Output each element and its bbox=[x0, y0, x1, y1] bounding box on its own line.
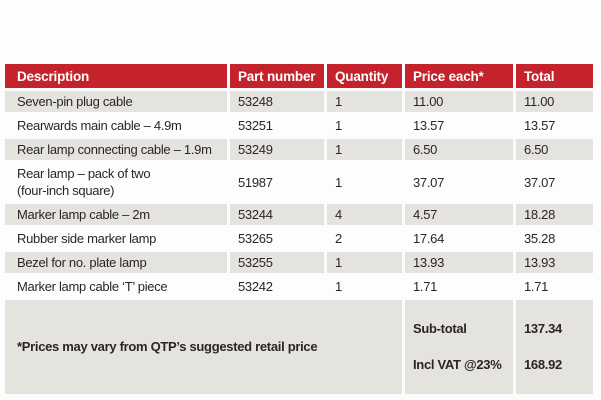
cell-description: Seven-pin plug cable bbox=[5, 91, 227, 112]
column-header-price-each: Price each* bbox=[405, 64, 513, 88]
cell-total: 35.28 bbox=[516, 228, 593, 249]
table-row: Rearwards main cable – 4.9m 53251 1 13.5… bbox=[5, 115, 593, 136]
column-header-part-number: Part number bbox=[230, 64, 324, 88]
subtotal-value: 137.34 bbox=[524, 321, 562, 336]
cell-total: 1.71 bbox=[516, 276, 593, 297]
table-row: Rear lamp connecting cable – 1.9m 53249 … bbox=[5, 139, 593, 160]
cell-part-number: 53248 bbox=[230, 91, 324, 112]
cell-price-each: 1.71 bbox=[405, 276, 513, 297]
cell-quantity: 1 bbox=[327, 163, 402, 201]
table-row: Marker lamp cable – 2m 53244 4 4.57 18.2… bbox=[5, 204, 593, 225]
cell-part-number: 53255 bbox=[230, 252, 324, 273]
cell-price-each: 37.07 bbox=[405, 163, 513, 201]
table-row: Seven-pin plug cable 53248 1 11.00 11.00 bbox=[5, 91, 593, 112]
table-row: Rubber side marker lamp 53265 2 17.64 35… bbox=[5, 228, 593, 249]
cell-price-each: 6.50 bbox=[405, 139, 513, 160]
table-footer-row: *Prices may vary from QTP’s suggested re… bbox=[5, 300, 593, 394]
price-table: Description Part number Quantity Price e… bbox=[2, 61, 596, 397]
cell-total: 13.57 bbox=[516, 115, 593, 136]
cell-quantity: 1 bbox=[327, 276, 402, 297]
cell-description: Rubber side marker lamp bbox=[5, 228, 227, 249]
cell-description: Bezel for no. plate lamp bbox=[5, 252, 227, 273]
cell-quantity: 1 bbox=[327, 252, 402, 273]
cell-description: Rearwards main cable – 4.9m bbox=[5, 115, 227, 136]
cell-quantity: 1 bbox=[327, 139, 402, 160]
cell-part-number: 53251 bbox=[230, 115, 324, 136]
totals-labels: Sub-total Incl VAT @23% bbox=[405, 300, 513, 394]
cell-total: 13.93 bbox=[516, 252, 593, 273]
cell-price-each: 13.57 bbox=[405, 115, 513, 136]
column-header-total: Total bbox=[516, 64, 593, 88]
cell-price-each: 17.64 bbox=[405, 228, 513, 249]
cell-description: Rear lamp connecting cable – 1.9m bbox=[5, 139, 227, 160]
cell-quantity: 1 bbox=[327, 91, 402, 112]
cell-price-each: 11.00 bbox=[405, 91, 513, 112]
subtotal-label: Sub-total bbox=[413, 321, 467, 336]
cell-part-number: 53249 bbox=[230, 139, 324, 160]
cell-total: 18.28 bbox=[516, 204, 593, 225]
column-header-quantity: Quantity bbox=[327, 64, 402, 88]
table-row: Marker lamp cable ‘T’ piece 53242 1 1.71… bbox=[5, 276, 593, 297]
cell-total: 6.50 bbox=[516, 139, 593, 160]
cell-quantity: 1 bbox=[327, 115, 402, 136]
totals-values: 137.34 168.92 bbox=[516, 300, 593, 394]
cell-description: Rear lamp – pack of two (four-inch squar… bbox=[5, 163, 227, 201]
cell-description: Marker lamp cable – 2m bbox=[5, 204, 227, 225]
cell-price-each: 13.93 bbox=[405, 252, 513, 273]
cell-part-number: 53244 bbox=[230, 204, 324, 225]
cell-description: Marker lamp cable ‘T’ piece bbox=[5, 276, 227, 297]
price-disclaimer: *Prices may vary from QTP’s suggested re… bbox=[5, 300, 402, 394]
cell-total: 11.00 bbox=[516, 91, 593, 112]
table-row: Bezel for no. plate lamp 53255 1 13.93 1… bbox=[5, 252, 593, 273]
cell-total: 37.07 bbox=[516, 163, 593, 201]
cell-part-number: 53265 bbox=[230, 228, 324, 249]
cell-part-number: 51987 bbox=[230, 163, 324, 201]
cell-quantity: 2 bbox=[327, 228, 402, 249]
cell-price-each: 4.57 bbox=[405, 204, 513, 225]
cell-part-number: 53242 bbox=[230, 276, 324, 297]
column-header-description: Description bbox=[5, 64, 227, 88]
table-header-row: Description Part number Quantity Price e… bbox=[5, 64, 593, 88]
cell-quantity: 4 bbox=[327, 204, 402, 225]
vat-label: Incl VAT @23% bbox=[413, 357, 502, 372]
table-row: Rear lamp – pack of two (four-inch squar… bbox=[5, 163, 593, 201]
vat-value: 168.92 bbox=[524, 357, 562, 372]
